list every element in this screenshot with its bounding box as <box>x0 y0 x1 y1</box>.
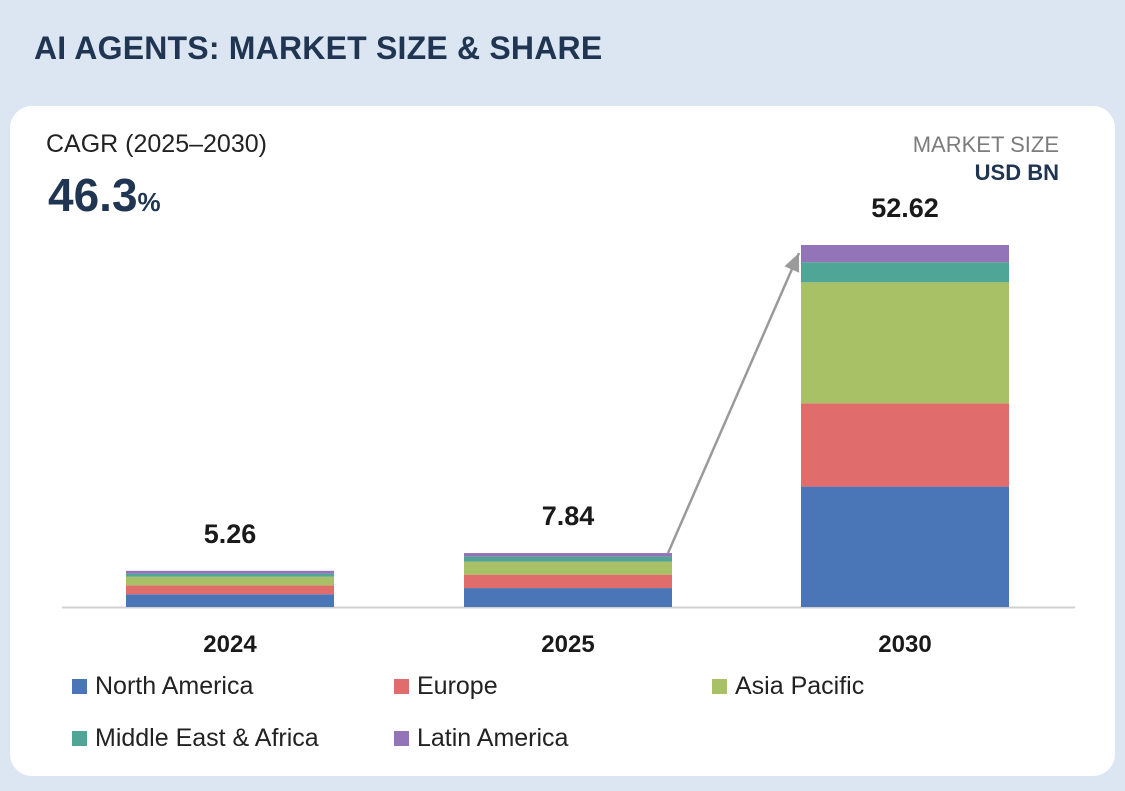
legend-swatch <box>712 679 727 694</box>
cagr-unit: % <box>137 187 161 217</box>
currency-label: USD BN <box>974 160 1059 185</box>
bar-segment-2030-asia-pacific <box>801 282 1009 404</box>
cagr-value: 46.3% <box>48 168 161 222</box>
legend-label: North America <box>95 672 254 700</box>
legend-label: Latin America <box>417 724 569 752</box>
bar-segment-2030-north-america <box>801 486 1009 607</box>
x-tick-label: 2030 <box>878 631 931 658</box>
legend-swatch <box>72 679 87 694</box>
bar-segment-2025-latin-america <box>464 553 672 557</box>
bar-segment-2030-middle-east-africa <box>801 262 1009 283</box>
legend-item: North America <box>72 672 253 701</box>
page-title: AI AGENTS: MARKET SIZE & SHARE <box>34 30 603 66</box>
chart-card: CAGR (2025–2030) 46.3% MARKET SIZE USD B… <box>10 106 1115 776</box>
legend-swatch <box>394 679 409 694</box>
bar-segment-2030-latin-america <box>801 245 1009 263</box>
bar-segment-2025-north-america <box>464 588 672 607</box>
bar-segment-2025-europe <box>464 574 672 589</box>
legend-item: Middle East & Africa <box>72 724 319 753</box>
growth-arrow-head <box>784 253 800 273</box>
bar-segment-2024-europe <box>126 585 334 595</box>
bar-segment-2025-middle-east-africa <box>464 556 672 562</box>
legend-swatch <box>394 731 409 746</box>
legend-item: Latin America <box>394 724 568 753</box>
stacked-bar-chart: 5.26 2024 7.84 2025 52.62 2030 <box>62 193 1075 658</box>
bar-total-label: 5.26 <box>204 519 257 549</box>
x-tick-label: 2024 <box>203 631 257 658</box>
x-tick-label: 2025 <box>541 631 594 658</box>
legend-item: Asia Pacific <box>712 672 864 701</box>
bar-segment-2024-north-america <box>126 594 334 607</box>
legend-label: Asia Pacific <box>735 672 865 700</box>
bar-total-label: 52.62 <box>871 193 939 223</box>
legend-item: Europe <box>394 672 498 701</box>
bar-segment-2025-asia-pacific <box>464 561 672 575</box>
bar-segment-2030-europe <box>801 403 1009 487</box>
legend-label: Europe <box>417 672 498 700</box>
chart-legend: North America Europe Asia Pacific Middle Ea… <box>72 672 1072 772</box>
bar-segment-2024-middle-east-africa <box>126 573 334 577</box>
bar-total-label: 7.84 <box>542 501 595 531</box>
legend-label: Middle East & Africa <box>95 724 319 752</box>
legend-swatch <box>72 731 87 746</box>
bar-segment-2024-asia-pacific <box>126 576 334 586</box>
cagr-number: 46.3 <box>48 169 138 221</box>
bar-segment-2024-latin-america <box>126 570 334 574</box>
growth-arrow-line <box>666 252 801 554</box>
market-size-label: MARKET SIZE <box>912 132 1059 157</box>
cagr-label: CAGR (2025–2030) <box>46 130 267 158</box>
